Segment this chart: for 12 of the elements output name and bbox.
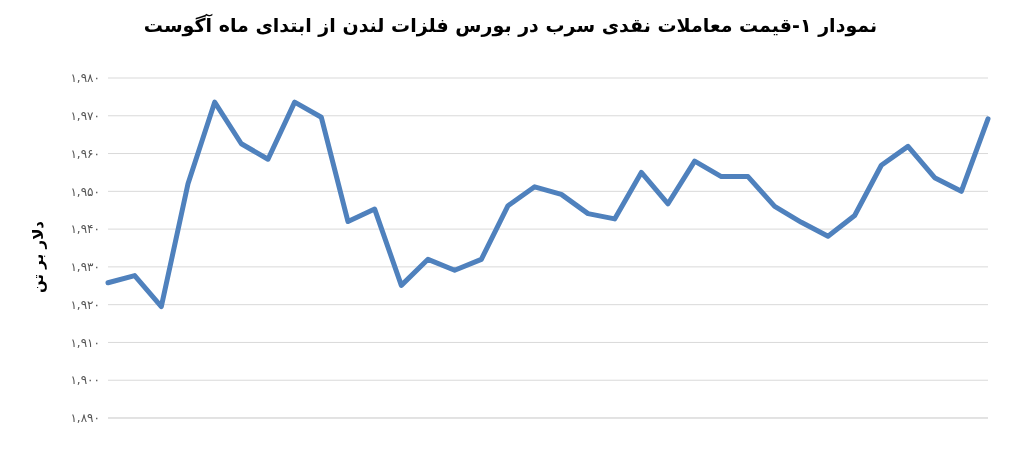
y-tick-label: ۱,۹۲۰ <box>70 297 100 312</box>
y-axis-title: دلار بر تن <box>29 220 47 296</box>
y-tick-label: ۱,۹۱۰ <box>70 335 100 350</box>
y-tick-label: ۱,۹۵۰ <box>70 184 100 199</box>
y-tick-label: ۱,۹۷۰ <box>70 109 100 124</box>
y-tick-label: ۱,۹۴۰ <box>70 222 100 237</box>
y-tick-label: ۱,۹۸۰ <box>70 71 100 86</box>
y-tick-label: ۱,۹۳۰ <box>70 260 100 275</box>
y-tick-label: ۱,۹۰۰ <box>70 373 100 388</box>
chart-title: نمودار ۱-قیمت معاملات نقدی سرب در بورس فلزات لندن از ابتدای ماه آگوست <box>142 13 879 39</box>
y-tick-label: ۱,۸۹۰ <box>70 411 100 426</box>
y-tick-label: ۱,۹۶۰ <box>70 146 100 161</box>
